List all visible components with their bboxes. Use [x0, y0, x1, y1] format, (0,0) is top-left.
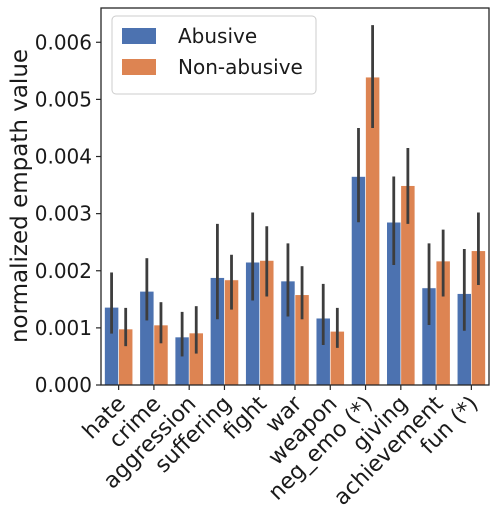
- legend-label-non-abusive: Non-abusive: [178, 55, 303, 79]
- legend-swatch-abusive: [122, 28, 156, 44]
- y-tick-label: 0.006: [35, 30, 92, 54]
- bars-layer: [104, 76, 486, 386]
- y-axis: 0.000 0.001 0.002 0.003 0.004 0.005 0.006: [35, 30, 101, 397]
- y-tick-label: 0.004: [35, 145, 92, 169]
- legend-swatch-non-abusive: [122, 59, 156, 75]
- y-axis-label: normalized empath value: [7, 49, 33, 343]
- legend: Abusive Non-abusive: [111, 15, 317, 95]
- y-tick-label: 0.002: [35, 259, 92, 283]
- y-tick-label: 0.001: [35, 316, 92, 340]
- y-tick-label: 0.003: [35, 202, 92, 226]
- y-tick-label: 0.000: [35, 373, 92, 397]
- legend-label-abusive: Abusive: [178, 24, 257, 48]
- error-bars-layer: [110, 25, 480, 357]
- x-axis: hatecrimeaggressionsufferingfightwarweap…: [78, 385, 484, 511]
- y-tick-label: 0.005: [35, 87, 92, 111]
- legend-frame: [111, 15, 317, 95]
